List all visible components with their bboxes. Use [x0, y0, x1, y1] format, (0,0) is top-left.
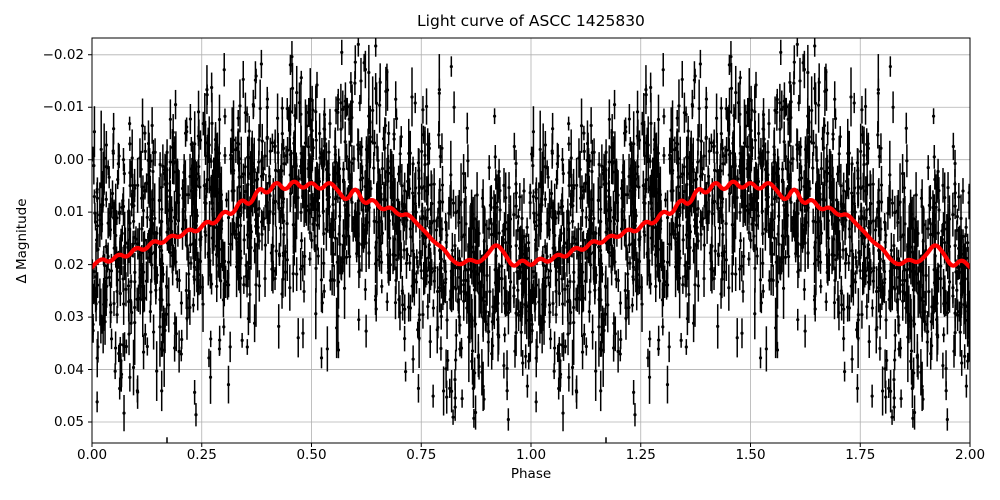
- y-tick-label: 0.01: [53, 204, 84, 221]
- y-tick-label: −0.02: [42, 46, 84, 63]
- x-tick-label: 0.75: [406, 447, 437, 463]
- x-tick-label: 0.25: [186, 447, 217, 463]
- x-tick-label: 0.50: [296, 447, 327, 463]
- y-tick-label: 0.04: [53, 361, 84, 378]
- x-tick-label: 1.50: [735, 447, 766, 463]
- y-tick-label: −0.01: [42, 99, 84, 116]
- x-axis-label: Phase: [510, 466, 552, 482]
- x-tick-label: 0.00: [76, 447, 108, 463]
- x-tick-label: 1.00: [515, 447, 547, 463]
- x-tick-label: 1.25: [625, 447, 656, 463]
- y-tick-label: 0.02: [53, 256, 84, 273]
- x-tick-label: 1.75: [845, 447, 876, 463]
- chart-title: Light curve of ASCC 1425830: [417, 12, 645, 30]
- y-tick-label: 0.00: [53, 151, 84, 168]
- y-tick-label: 0.03: [53, 309, 84, 326]
- y-tick-label: 0.05: [53, 414, 84, 430]
- x-tick-label: 2.00: [954, 447, 986, 463]
